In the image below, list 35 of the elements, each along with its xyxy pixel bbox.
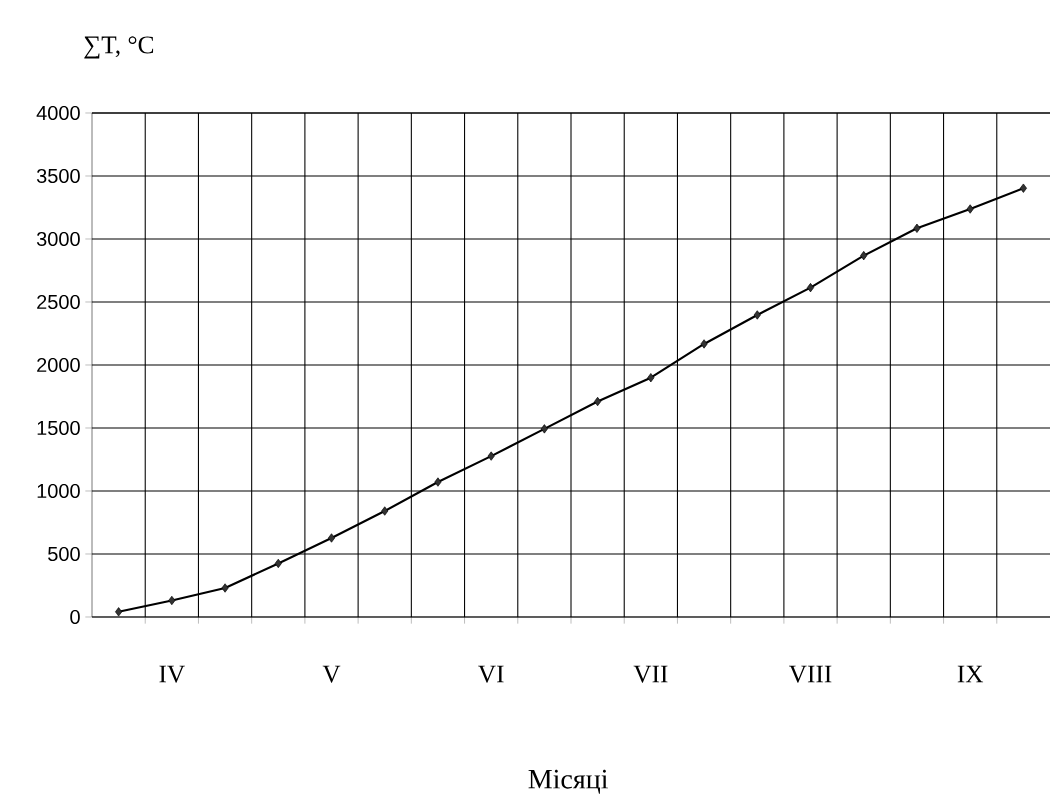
x-tick-label: VIII <box>789 665 832 683</box>
point <box>168 595 176 606</box>
point <box>381 506 389 516</box>
x-tick-label: VI <box>478 665 504 683</box>
point <box>327 533 336 543</box>
point <box>806 283 815 293</box>
point <box>115 607 123 617</box>
y-tick-label: 3000 <box>36 231 80 247</box>
y-tick-label: 1000 <box>37 483 80 499</box>
y-tick-label: 2500 <box>37 294 80 310</box>
point <box>966 204 974 214</box>
x-tick-label: V <box>322 665 341 683</box>
y-tick-label: 3500 <box>36 168 80 184</box>
x-tick-label: VII <box>633 665 668 683</box>
y-axis-title: ∑T, °C <box>84 36 154 59</box>
y-tick-label: 1500 <box>37 420 80 436</box>
point <box>594 396 602 407</box>
point <box>700 339 708 349</box>
point <box>913 223 921 233</box>
point <box>1019 183 1027 193</box>
x-tick-label: IV <box>159 665 185 683</box>
point <box>487 451 495 461</box>
y-tick-label: 0 <box>70 609 80 625</box>
x-tick-label: IX <box>957 665 984 683</box>
point <box>434 477 442 487</box>
x-axis-title: Місяці <box>528 769 608 794</box>
point <box>753 310 761 320</box>
y-tick-label: 500 <box>48 546 80 562</box>
point <box>860 251 868 261</box>
y-tick-label: 4000 <box>36 105 80 121</box>
point <box>221 583 229 593</box>
point <box>540 424 548 434</box>
point <box>274 558 282 569</box>
point <box>647 373 655 383</box>
y-tick-label: 2000 <box>37 357 80 373</box>
